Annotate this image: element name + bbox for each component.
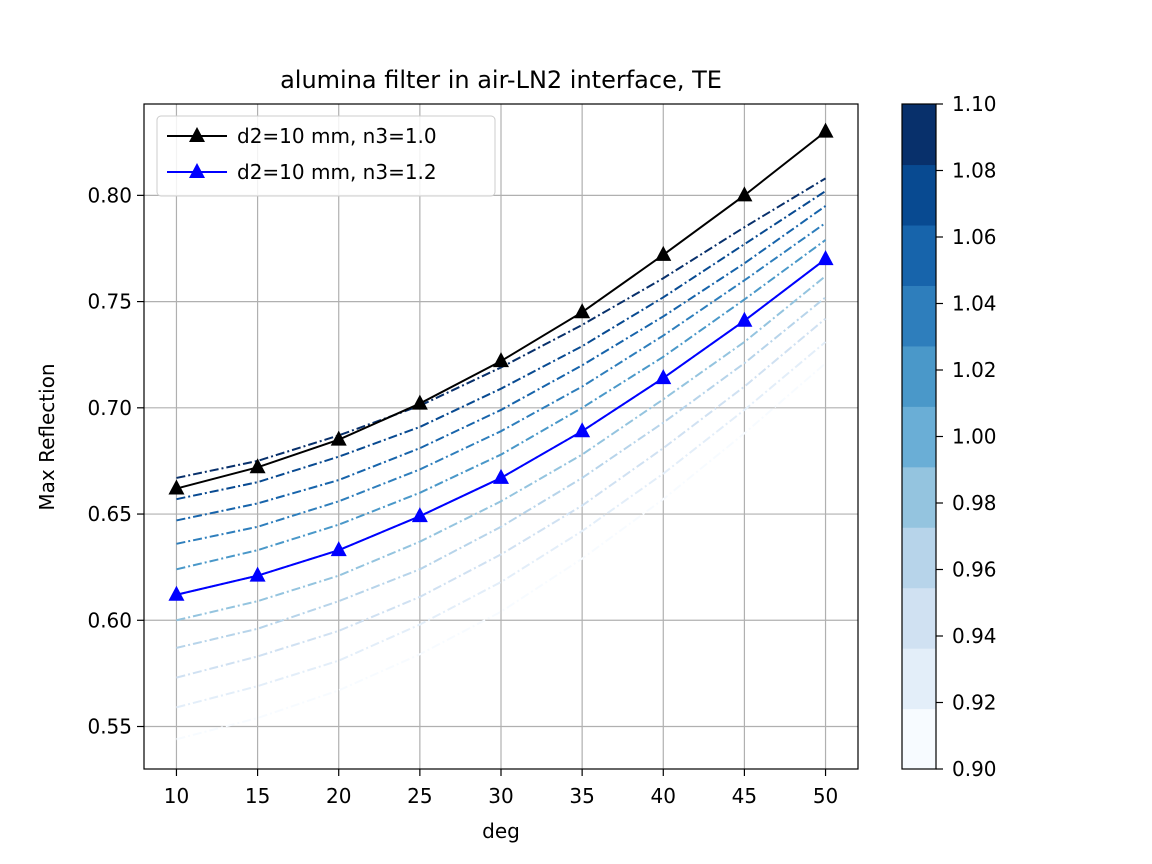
- colorbar-segment: [902, 708, 936, 770]
- colorbar-tick-label: 1.08: [952, 159, 997, 183]
- colorbar-segment: [902, 527, 936, 589]
- colorbar-tick-label: 1.10: [952, 92, 997, 116]
- colorbar-tick-label: 1.04: [952, 292, 997, 316]
- series-0-marker: [655, 245, 672, 261]
- series-1-marker: [655, 369, 672, 385]
- series-1-marker: [574, 422, 591, 438]
- x-tick-label: 50: [813, 784, 838, 808]
- series-1-marker: [168, 585, 185, 601]
- colorbar-segment: [902, 224, 936, 286]
- colormap-series-line: [176, 341, 827, 709]
- colorbar-tick-label: 0.98: [952, 491, 997, 515]
- legend-box: [156, 115, 496, 197]
- colormap-series-line: [176, 190, 827, 501]
- series-0-marker: [411, 394, 428, 410]
- series-0-marker: [493, 352, 509, 368]
- colormap-series-line: [176, 317, 827, 679]
- y-tick-label: 0.55: [87, 715, 132, 739]
- series-0-marker: [574, 303, 591, 319]
- colormap-series-line: [176, 275, 827, 622]
- series-1-marker: [249, 566, 266, 582]
- x-tick-label: 15: [245, 784, 270, 808]
- series-0-marker: [330, 430, 347, 446]
- series-0-marker: [736, 186, 753, 202]
- colorbar-tick-label: 1.06: [952, 225, 997, 249]
- colorbar-tick-label: 0.94: [952, 624, 997, 648]
- y-tick-label: 0.70: [87, 396, 132, 420]
- legend-marker-0: [189, 127, 205, 142]
- legend-label-0: d2=10 mm, n3=1.0: [237, 124, 437, 148]
- colorbar-segment: [902, 466, 936, 528]
- y-tick-label: 0.80: [87, 183, 132, 207]
- colorbar-segment: [902, 164, 936, 226]
- legend-label-1: d2=10 mm, n3=1.2: [237, 160, 437, 184]
- series-1-marker: [736, 311, 753, 327]
- series-lines: [168, 122, 834, 601]
- colorbar-segment: [902, 406, 936, 468]
- colorbar-tick-label: 0.96: [952, 558, 997, 582]
- chart-title: alumina filter in air-LN2 interface, TE: [280, 66, 722, 94]
- x-tick-label: 20: [326, 784, 351, 808]
- x-tick-label: 40: [651, 784, 676, 808]
- legend-marker-1: [189, 163, 205, 178]
- x-axis-label: deg: [482, 819, 520, 843]
- x-tick-label: 10: [164, 784, 189, 808]
- series-0-marker: [168, 479, 185, 495]
- colorbar-segment: [902, 104, 936, 166]
- colorbar-tick-label: 1.02: [952, 358, 997, 382]
- grid: [144, 104, 858, 769]
- x-tick-label: 35: [569, 784, 594, 808]
- series-1-marker: [817, 250, 834, 266]
- series-0-marker: [817, 122, 834, 138]
- legend: d2=10 mm, n3=1.0 d2=10 mm, n3=1.2: [156, 115, 496, 197]
- y-tick-label: 0.65: [87, 502, 132, 526]
- colorbar-tick-label: 1.00: [952, 425, 997, 449]
- colormap-series-line: [176, 205, 827, 522]
- colormap-series-line: [176, 177, 827, 479]
- colormap-series-line: [176, 239, 827, 571]
- colorbar: 0.90 0.92 0.94 0.96 0.98 1.00 1.02 1.04 1.06 1.08…: [901, 92, 997, 781]
- colormap-series-line: [176, 222, 827, 545]
- colorbar-tick-label: 0.92: [952, 691, 997, 715]
- colorbar-segment: [902, 587, 936, 649]
- series-0-marker: [249, 458, 266, 474]
- x-tick-label: 45: [732, 784, 757, 808]
- series-1-marker: [493, 468, 509, 484]
- colorbar-segment: [902, 345, 936, 407]
- series-1-marker: [330, 541, 347, 557]
- x-axis-ticks: 10 15 20 25 30 35 40 45 50: [164, 769, 838, 808]
- y-axis-label: Max Reflection: [35, 363, 59, 510]
- colorbar-segment: [902, 285, 936, 347]
- y-axis-ticks: 0.55 0.60 0.65 0.70 0.75 0.80: [87, 183, 144, 739]
- x-tick-label: 25: [407, 784, 432, 808]
- colorbar-tick-label: 0.90: [952, 757, 997, 781]
- x-tick-label: 30: [488, 784, 513, 808]
- series-1-marker: [411, 507, 428, 523]
- colorbar-segment: [902, 648, 936, 710]
- colormap-series-line: [176, 362, 827, 741]
- colormap-series-line: [176, 296, 827, 649]
- y-tick-label: 0.60: [87, 608, 132, 632]
- y-tick-label: 0.75: [87, 290, 132, 314]
